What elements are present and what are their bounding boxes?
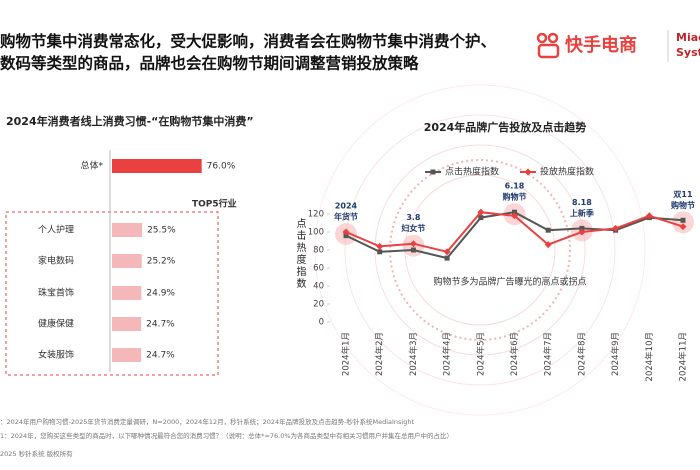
y-tick-label: 20 xyxy=(313,300,324,310)
ring xyxy=(314,84,646,416)
x-tick-label: 2024年7月 xyxy=(543,332,554,376)
annotation: 购物节 xyxy=(671,200,695,210)
header-title: 数码等类型的商品，品牌也会在购物节期间调整营销投放策略 xyxy=(0,54,419,73)
point xyxy=(544,241,552,249)
legend-label: 投放热度指数 xyxy=(540,166,594,178)
x-tick-label: 2024年9月 xyxy=(610,332,621,376)
x-tick-label: 2024年11月 xyxy=(678,332,689,381)
point xyxy=(443,248,451,256)
point xyxy=(409,240,417,248)
category-label: 总体* xyxy=(80,160,103,172)
legend-marker xyxy=(524,168,532,176)
point xyxy=(511,212,518,220)
logo-partner: Syste xyxy=(676,46,700,59)
x-tick-label: 2024年2月 xyxy=(374,332,385,376)
annotation: 妇女节 xyxy=(400,223,425,233)
value-label: 24.9% xyxy=(146,289,175,299)
point xyxy=(578,228,586,236)
point xyxy=(377,249,383,255)
y-tick-label: 40 xyxy=(313,282,324,292)
group-label: TOP5行业 xyxy=(192,198,237,210)
point xyxy=(376,242,384,250)
value-label: 24.7% xyxy=(146,320,175,330)
ring xyxy=(389,159,571,341)
footnote: 1：2024年，您购买这些类型的商品时，以下哪种情况最符合您的消费习惯？（说明：… xyxy=(0,431,453,440)
x-tick-label: 2024年10月 xyxy=(644,332,655,381)
point xyxy=(343,233,349,239)
x-tick-label: 2024年3月 xyxy=(408,332,419,376)
category-label: 家电数码 xyxy=(38,255,74,267)
logo-partner: Miao xyxy=(676,31,700,44)
point xyxy=(477,208,485,216)
point xyxy=(444,255,450,261)
legend-marker xyxy=(430,169,436,175)
annotation: 购物节 xyxy=(503,192,527,202)
point xyxy=(410,247,416,253)
category-label: 健康保健 xyxy=(38,318,74,330)
x-tick-label: 2024年1月 xyxy=(341,332,352,376)
value-label: 24.7% xyxy=(146,351,175,361)
annotation: 8.18 xyxy=(572,198,592,207)
bar xyxy=(112,348,142,362)
logo-dot xyxy=(547,32,559,44)
y-tick-label: 80 xyxy=(313,246,324,256)
y-tick-label: 120 xyxy=(308,210,324,220)
x-tick-label: 2024年5月 xyxy=(475,332,486,376)
annotation: 6.18 xyxy=(505,182,525,191)
ring xyxy=(404,174,556,326)
chart-title: 2024年消费者线上消费习惯-“在购物节集中消费” xyxy=(6,114,254,128)
category-label: 女装服饰 xyxy=(38,349,74,361)
x-tick-label: 2024年4月 xyxy=(442,332,453,376)
ring xyxy=(344,114,616,386)
bar xyxy=(112,223,143,237)
point xyxy=(342,228,350,236)
value-label: 25.2% xyxy=(147,257,176,267)
logo-body xyxy=(537,43,560,59)
x-tick-label: 2024年8月 xyxy=(576,332,587,376)
footnote: ：2024年用户购物习惯-2025年货节消费定量调研，N=2000，2024年1… xyxy=(0,417,414,426)
bar xyxy=(112,159,202,173)
header-title: 购物节集中消费常态化，受大促影响，消费者会在购物节集中消费个护、 xyxy=(0,32,496,51)
copyright: 2025 秒针系统 版权所有 xyxy=(0,449,73,458)
chart-note: 购物节多为品牌广告曝光的高点或拐点 xyxy=(433,276,586,288)
y-tick-label: 100 xyxy=(308,228,324,238)
y-tick-label: 60 xyxy=(313,264,324,274)
logo-dot xyxy=(536,32,548,44)
point xyxy=(512,209,517,215)
top5-box xyxy=(5,211,219,376)
category-label: 个人护理 xyxy=(38,224,74,236)
legend-label: 点击热度指数 xyxy=(445,166,499,178)
point xyxy=(645,212,653,220)
y-axis-label: 点击热度指数 xyxy=(294,218,306,290)
bar xyxy=(112,286,142,300)
point xyxy=(680,217,686,223)
annotation: 双11 xyxy=(673,190,693,199)
bar xyxy=(112,317,142,331)
bar xyxy=(112,254,142,268)
point xyxy=(612,224,620,232)
annotation: 3.8 xyxy=(406,213,421,222)
value-label: 25.5% xyxy=(147,226,176,236)
value-label: 76.0% xyxy=(207,162,236,172)
logo-icon xyxy=(536,32,560,59)
x-tick-label: 2024年6月 xyxy=(509,332,520,376)
category-label: 珠宝首饰 xyxy=(38,287,74,299)
point xyxy=(478,215,484,221)
decor-rings xyxy=(314,84,646,416)
point xyxy=(545,227,551,233)
point xyxy=(579,225,585,231)
annotation: 上新季 xyxy=(570,208,595,218)
annotation: 年货节 xyxy=(334,212,358,222)
logo-brand: 快手电商 xyxy=(565,34,637,56)
annotation: 2024 xyxy=(335,202,358,211)
y-tick-label: 0 xyxy=(319,318,324,328)
chart-title: 2024年品牌广告投放及点击趋势 xyxy=(424,120,587,134)
point xyxy=(679,223,687,231)
